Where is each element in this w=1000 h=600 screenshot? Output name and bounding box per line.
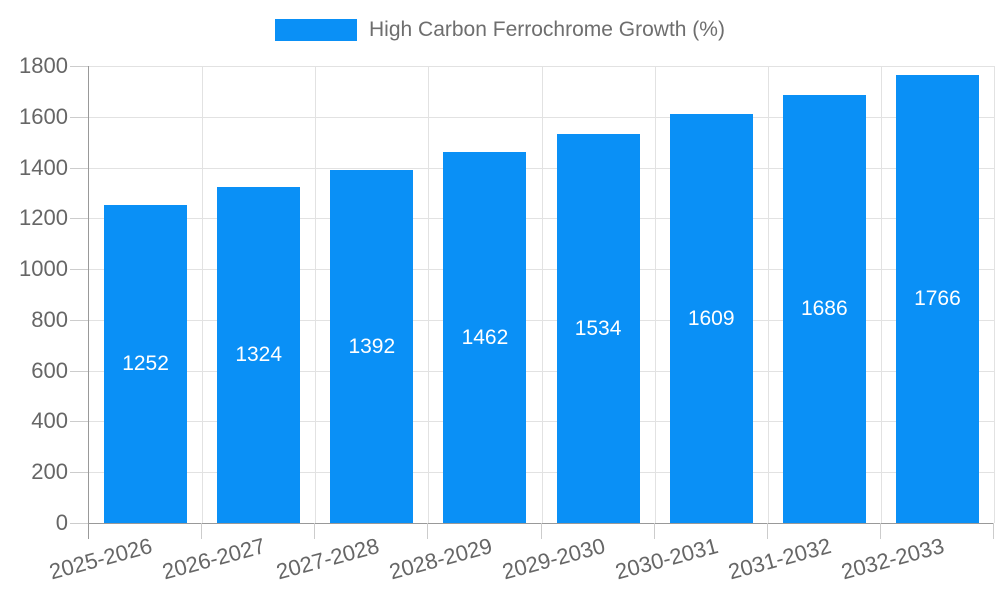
x-axis-tick bbox=[879, 523, 881, 539]
x-axis-tick bbox=[88, 523, 89, 539]
y-axis-tick-label: 600 bbox=[31, 357, 68, 383]
y-axis-tick-label: 1000 bbox=[19, 256, 68, 282]
x-axis-tick bbox=[993, 523, 994, 539]
gridline-vertical bbox=[428, 66, 430, 523]
x-axis-tick-label: 2025-2026 bbox=[46, 533, 156, 585]
gridline-vertical bbox=[654, 66, 656, 523]
y-axis-tick-label: 1800 bbox=[19, 53, 68, 78]
legend-swatch bbox=[275, 19, 358, 41]
x-axis-tick-label: 2026-2027 bbox=[160, 533, 269, 585]
y-axis-tick bbox=[70, 472, 88, 474]
bar-value-label: 1686 bbox=[800, 297, 848, 320]
bar: 1392 bbox=[330, 170, 414, 523]
bar: 1609 bbox=[669, 114, 753, 523]
x-axis-tick-label: 2031-2032 bbox=[725, 533, 834, 585]
x-axis-tick-label: 2032-2033 bbox=[838, 533, 947, 585]
gridline-vertical bbox=[767, 66, 769, 523]
bar-value-label: 1462 bbox=[461, 325, 509, 349]
y-axis-tick-label: 400 bbox=[31, 408, 68, 434]
bar: 1324 bbox=[217, 187, 301, 523]
x-axis-tick-label: 2030-2031 bbox=[612, 533, 721, 585]
bar: 1534 bbox=[556, 134, 640, 523]
x-axis-tick bbox=[540, 523, 542, 539]
bar-value-label: 1766 bbox=[914, 287, 961, 310]
gridline-vertical bbox=[994, 66, 995, 523]
bar-value-label: 1392 bbox=[348, 334, 396, 358]
x-axis-tick bbox=[766, 523, 768, 539]
x-axis-tick-label: 2029-2030 bbox=[499, 533, 608, 585]
y-axis-tick-label: 800 bbox=[31, 306, 68, 332]
bar: 1462 bbox=[443, 152, 527, 523]
y-axis-tick bbox=[70, 218, 88, 220]
y-axis-tick bbox=[70, 66, 88, 67]
y-axis-tick bbox=[70, 319, 88, 321]
bar: 1686 bbox=[782, 95, 866, 523]
bar-value-label: 1252 bbox=[122, 352, 169, 375]
bar-value-label: 1324 bbox=[235, 343, 283, 366]
x-axis-tick bbox=[427, 523, 429, 539]
y-axis-tick bbox=[70, 523, 88, 524]
y-axis-tick-label: 200 bbox=[31, 459, 68, 485]
legend-label: High Carbon Ferrochrome Growth (%) bbox=[369, 18, 725, 41]
gridline-vertical bbox=[202, 66, 204, 523]
x-axis-tick bbox=[314, 523, 316, 539]
chart-legend[interactable]: High Carbon Ferrochrome Growth (%) bbox=[0, 18, 1000, 42]
y-axis-tick bbox=[70, 269, 88, 271]
y-axis-tick bbox=[70, 167, 88, 169]
y-axis-tick bbox=[70, 116, 88, 118]
plot-area: 1252 1324 1392 1462 1534 1609 1686 1766 bbox=[88, 66, 995, 524]
y-axis-tick bbox=[70, 421, 88, 423]
bar: 1766 bbox=[895, 75, 979, 523]
x-axis-tick-label: 2027-2028 bbox=[273, 533, 382, 585]
y-axis-tick-label: 1600 bbox=[19, 103, 68, 129]
gridline-vertical bbox=[880, 66, 882, 523]
x-axis-tick-label: 2028-2029 bbox=[386, 533, 495, 585]
x-axis-tick bbox=[653, 523, 655, 539]
y-axis-tick bbox=[70, 370, 88, 372]
bar-value-label: 1534 bbox=[574, 316, 622, 340]
y-axis-tick-label: 1200 bbox=[19, 205, 68, 231]
bar: 1252 bbox=[104, 205, 188, 523]
gridline-vertical bbox=[541, 66, 543, 523]
y-axis-tick-label: 1400 bbox=[19, 154, 68, 180]
y-axis-tick-label: 0 bbox=[55, 510, 68, 535]
bar-value-label: 1609 bbox=[687, 306, 735, 330]
gridline-vertical bbox=[315, 66, 317, 523]
x-axis-tick bbox=[201, 523, 203, 539]
